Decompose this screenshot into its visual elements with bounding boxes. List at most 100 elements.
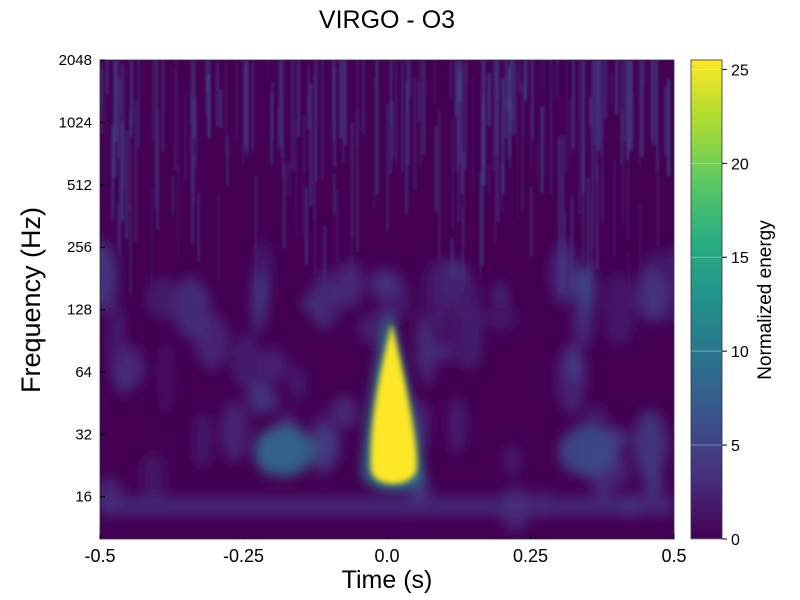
energy-blob xyxy=(448,397,467,454)
noise-streak xyxy=(502,78,505,194)
low-frequency-band xyxy=(100,496,674,516)
x-tick-label: 0.5 xyxy=(661,546,686,566)
energy-blob xyxy=(146,276,181,320)
energy-blob xyxy=(602,272,636,347)
noise-streak xyxy=(405,80,408,215)
noise-streak xyxy=(242,60,244,165)
noise-streak xyxy=(558,136,561,294)
plot-area xyxy=(100,60,674,539)
colorbar-tick-label: 0 xyxy=(731,532,740,549)
noise-streak xyxy=(307,64,310,130)
noise-streak xyxy=(257,60,260,142)
energy-feature xyxy=(557,426,618,477)
noise-streak xyxy=(356,60,358,147)
noise-streak xyxy=(307,95,309,129)
noise-streak xyxy=(116,60,119,101)
energy-blob xyxy=(633,409,668,479)
noise-streak xyxy=(205,60,208,117)
noise-streak xyxy=(218,196,221,282)
noise-streak xyxy=(461,60,463,194)
noise-streak xyxy=(266,60,269,82)
blob-layer xyxy=(100,239,674,533)
noise-streak xyxy=(303,115,305,174)
energy-blob xyxy=(310,424,341,467)
energy-blob xyxy=(334,260,365,309)
energy-blob xyxy=(504,443,521,475)
noise-streak xyxy=(290,60,294,171)
noise-streak xyxy=(389,60,392,173)
noise-streak xyxy=(630,60,633,152)
noise-streak xyxy=(481,74,483,175)
y-tick-label: 512 xyxy=(67,177,92,194)
noise-streak xyxy=(255,175,257,296)
noise-streak xyxy=(417,81,420,122)
noise-streak xyxy=(333,174,335,217)
noise-streak xyxy=(216,62,219,127)
noise-streak xyxy=(130,204,132,296)
noise-streak xyxy=(602,60,604,141)
noise-streak xyxy=(119,60,122,190)
colorbar-tick-label: 5 xyxy=(731,438,740,455)
energy-blob xyxy=(575,262,596,319)
noise-streak xyxy=(175,60,178,170)
noise-streak xyxy=(227,135,229,186)
noise-streak xyxy=(156,110,159,230)
noise-streak xyxy=(593,60,596,135)
energy-blob xyxy=(173,276,208,339)
noise-streak xyxy=(644,60,646,87)
noise-streak xyxy=(339,60,342,138)
noise-streak xyxy=(336,189,338,263)
noise-streak xyxy=(483,60,485,95)
noise-streak xyxy=(413,77,416,190)
noise-streak xyxy=(246,60,248,156)
energy-blob xyxy=(617,455,630,488)
noise-streak xyxy=(589,96,592,128)
noise-streak xyxy=(191,98,194,245)
noise-streak xyxy=(472,74,474,192)
noise-streak xyxy=(640,60,642,156)
noise-streak xyxy=(225,60,227,155)
noise-streak xyxy=(129,111,131,212)
noise-streak xyxy=(172,175,174,214)
x-axis-label: Time (s) xyxy=(342,566,433,594)
noise-streak xyxy=(566,60,568,172)
energy-blob xyxy=(368,268,401,297)
noise-streak xyxy=(177,165,180,253)
energy-feature xyxy=(253,426,314,477)
chirp-signal xyxy=(370,323,417,484)
noise-streak xyxy=(342,60,345,164)
noise-streak xyxy=(450,60,452,99)
colorbar-ticks: 0 5 10 15 20 25 xyxy=(691,62,749,549)
colorbar: 0 5 10 15 20 25 Normalized energy xyxy=(690,59,776,549)
colorbar-tick-label: 25 xyxy=(731,62,749,79)
noise-streak xyxy=(295,118,298,238)
noise-streak xyxy=(395,76,398,162)
noise-streak xyxy=(106,60,109,94)
noise-streak xyxy=(283,163,286,250)
noise-streak xyxy=(407,60,410,166)
energy-blob xyxy=(192,411,214,471)
energy-blob xyxy=(433,262,449,337)
noise-streak xyxy=(151,186,153,289)
noise-streak xyxy=(362,60,365,135)
y-tick-label: 256 xyxy=(67,239,92,256)
noise-streak xyxy=(454,62,457,116)
energy-blob xyxy=(220,400,249,462)
energy-blob xyxy=(140,451,167,505)
noise-streak xyxy=(597,60,601,151)
noise-streak xyxy=(488,163,491,196)
noise-streak xyxy=(321,60,324,180)
x-axis: -0.5 -0.25 0.0 0.25 0.5 xyxy=(84,534,687,566)
noise-streak xyxy=(481,102,484,267)
noise-streak xyxy=(184,90,186,183)
noise-streak xyxy=(197,192,200,262)
noise-streak xyxy=(252,61,254,151)
noise-streak xyxy=(518,60,521,94)
noise-streak xyxy=(193,60,196,138)
y-tick-label: 1024 xyxy=(59,114,92,131)
energy-blob xyxy=(314,266,337,326)
noise-streak xyxy=(517,71,519,220)
noise-streak xyxy=(591,60,593,137)
noise-streak xyxy=(570,97,572,159)
noise-streak xyxy=(294,60,296,170)
